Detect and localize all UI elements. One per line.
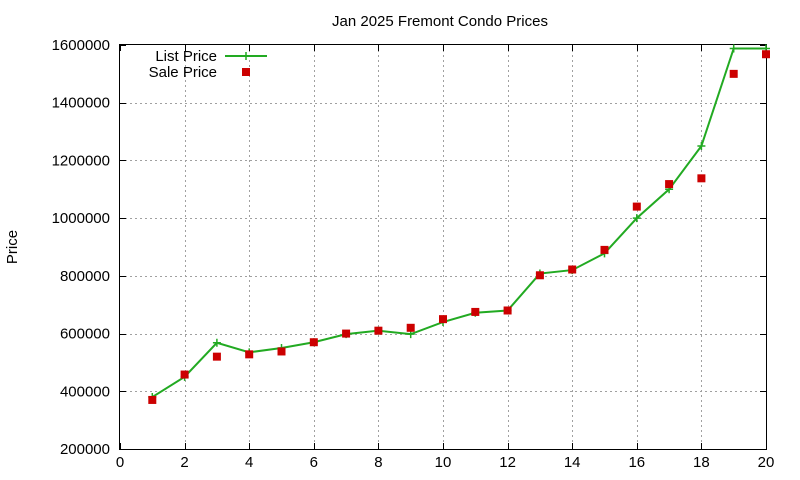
list-price-point	[632, 214, 641, 223]
sale-price-point	[245, 350, 254, 359]
sale-price-point	[762, 50, 770, 59]
x-tick-label: 16	[628, 454, 645, 471]
sale-price-point	[600, 245, 609, 254]
legend-label: Sale Price	[149, 64, 217, 81]
legend-marker	[242, 52, 250, 60]
grid	[120, 45, 766, 449]
y-tick-label: 1000000	[52, 210, 110, 227]
sale-price-point	[406, 323, 415, 332]
y-tick-label: 600000	[60, 326, 110, 343]
list-price-point	[212, 338, 221, 347]
x-tick-label: 12	[499, 454, 516, 471]
sale-price-point	[471, 307, 480, 316]
y-tick-label: 1600000	[52, 37, 110, 54]
y-tick-label: 1200000	[52, 152, 110, 169]
sale-price-point	[665, 180, 674, 189]
list-price-line	[151, 47, 766, 398]
list-price-point	[729, 44, 738, 53]
series	[148, 44, 770, 404]
x-tick-label: 20	[758, 454, 775, 471]
y-tick-label: 800000	[60, 268, 110, 285]
plot-frame	[119, 44, 767, 450]
axis-ticks: 0 2 4 6 8 10 12 14 16 18 20 200000 400000 600000 80000…	[52, 37, 775, 471]
x-tick-label: 18	[693, 454, 710, 471]
sale-price-point	[568, 265, 577, 274]
sale-price-point	[309, 338, 318, 347]
y-axis-label: Price	[4, 230, 21, 264]
x-tick-label: 4	[245, 454, 253, 471]
sale-price-point	[697, 174, 706, 183]
x-tick-label: 8	[374, 454, 382, 471]
sale-price-point	[535, 271, 544, 280]
legend-marker	[242, 68, 250, 76]
sale-price-point	[277, 347, 286, 356]
x-tick-label: 6	[310, 454, 318, 471]
sale-price-series	[148, 50, 770, 404]
sale-price-point	[632, 202, 641, 211]
sale-price-point	[212, 352, 221, 361]
list-price-series	[148, 44, 770, 402]
list-price-point	[697, 142, 706, 150]
sale-price-point	[503, 306, 512, 315]
x-tick-label: 0	[116, 454, 124, 471]
sale-price-point	[729, 69, 738, 78]
sale-price-point	[374, 326, 383, 335]
sale-price-point	[148, 395, 157, 404]
sale-price-point	[180, 370, 189, 379]
x-tick-label: 10	[435, 454, 452, 471]
x-tick-label: 14	[564, 454, 581, 471]
y-tick-label: 200000	[60, 441, 110, 458]
sale-price-point	[342, 329, 351, 338]
y-tick-label: 400000	[60, 383, 110, 400]
chart-title: Jan 2025 Fremont Condo Prices	[332, 13, 548, 30]
x-tick-label: 2	[180, 454, 188, 471]
y-tick-label: 1400000	[52, 95, 110, 112]
sale-price-point	[439, 315, 447, 324]
legend-label: List Price	[155, 48, 217, 65]
